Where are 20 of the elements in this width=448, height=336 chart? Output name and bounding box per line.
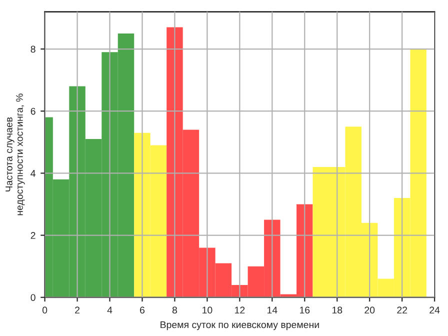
y-tick-label: 2: [30, 232, 36, 239]
x-tick-label: 0: [42, 306, 48, 314]
y-axis-title: Частота случаев недоступности хостинга, %: [6, 94, 25, 216]
x-tick-label: 18: [332, 306, 342, 314]
x-tick-label: 24: [430, 306, 440, 314]
x-tick-label: 2: [75, 306, 80, 314]
x-tick-label: 12: [235, 306, 245, 314]
x-tick-label: 4: [107, 306, 112, 314]
x-tick-label: 10: [202, 306, 212, 314]
x-tick-label: 6: [140, 306, 145, 314]
x-tick-label: 20: [364, 306, 375, 314]
x-tick-label: 22: [397, 306, 407, 314]
x-tick-label: 16: [300, 306, 310, 314]
x-tick-label: 8: [172, 306, 177, 314]
x-axis-title: Время суток по киевскому времени: [160, 321, 319, 330]
x-tick-label: 14: [267, 306, 278, 314]
y-tick-label: 4: [30, 170, 36, 177]
y-tick-label: 0: [30, 294, 36, 301]
y-tick-label: 6: [30, 108, 36, 115]
y-tick-label: 8: [30, 46, 36, 53]
